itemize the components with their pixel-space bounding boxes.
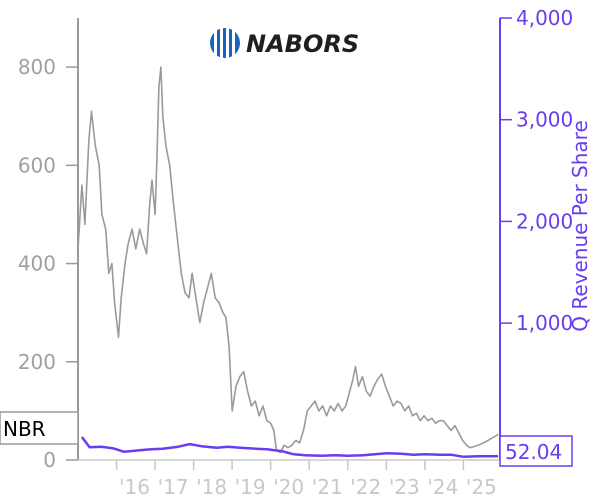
right-tick-label: 1,000 — [516, 311, 573, 335]
x-tick-label: '20 — [273, 475, 304, 499]
last-value-badge-text: 52.04 — [505, 440, 562, 464]
nabors-logo: NABORS — [210, 28, 359, 58]
left-tick-label: 0 — [43, 448, 56, 472]
last-value-badge: 52.04 — [499, 435, 573, 467]
left-tick-label: 600 — [18, 153, 56, 177]
x-tick-label: '16 — [119, 475, 150, 499]
logo-text: NABORS — [246, 30, 359, 58]
ticker-badge: NBR — [0, 411, 79, 445]
series-line-revenue-per-share — [80, 436, 499, 459]
x-tick-label: '18 — [196, 475, 227, 499]
x-tick-label: '21 — [312, 475, 343, 499]
x-tick-label: '25 — [466, 475, 497, 499]
series-line-price — [77, 66, 499, 454]
series-layer — [77, 66, 499, 459]
right-axis-label: Q Revenue Per Share — [568, 120, 592, 332]
left-axis-ticks: 0 200 400 600 800 — [18, 55, 78, 472]
x-tick-label: '19 — [235, 475, 266, 499]
nabors-logo-icon — [210, 28, 240, 58]
x-tick-label: '23 — [389, 475, 420, 499]
x-axis-ticks: '16 '17 '18 '19 '20 '21 '22 '23 '24 '25 — [115, 460, 497, 499]
right-tick-label: 4,000 — [516, 6, 573, 30]
right-tick-label: 3,000 — [516, 108, 573, 132]
right-tick-label: 2,000 — [516, 209, 573, 233]
left-tick-label: 800 — [18, 55, 56, 79]
x-tick-label: '17 — [158, 475, 189, 499]
x-tick-label: '22 — [350, 475, 381, 499]
left-tick-label: 200 — [18, 350, 56, 374]
right-axis-ticks: 1,000 2,000 3,000 4,000 — [500, 6, 573, 335]
ticker-badge-text: NBR — [3, 417, 46, 441]
x-tick-label: '24 — [427, 475, 458, 499]
left-tick-label: 400 — [18, 252, 56, 276]
